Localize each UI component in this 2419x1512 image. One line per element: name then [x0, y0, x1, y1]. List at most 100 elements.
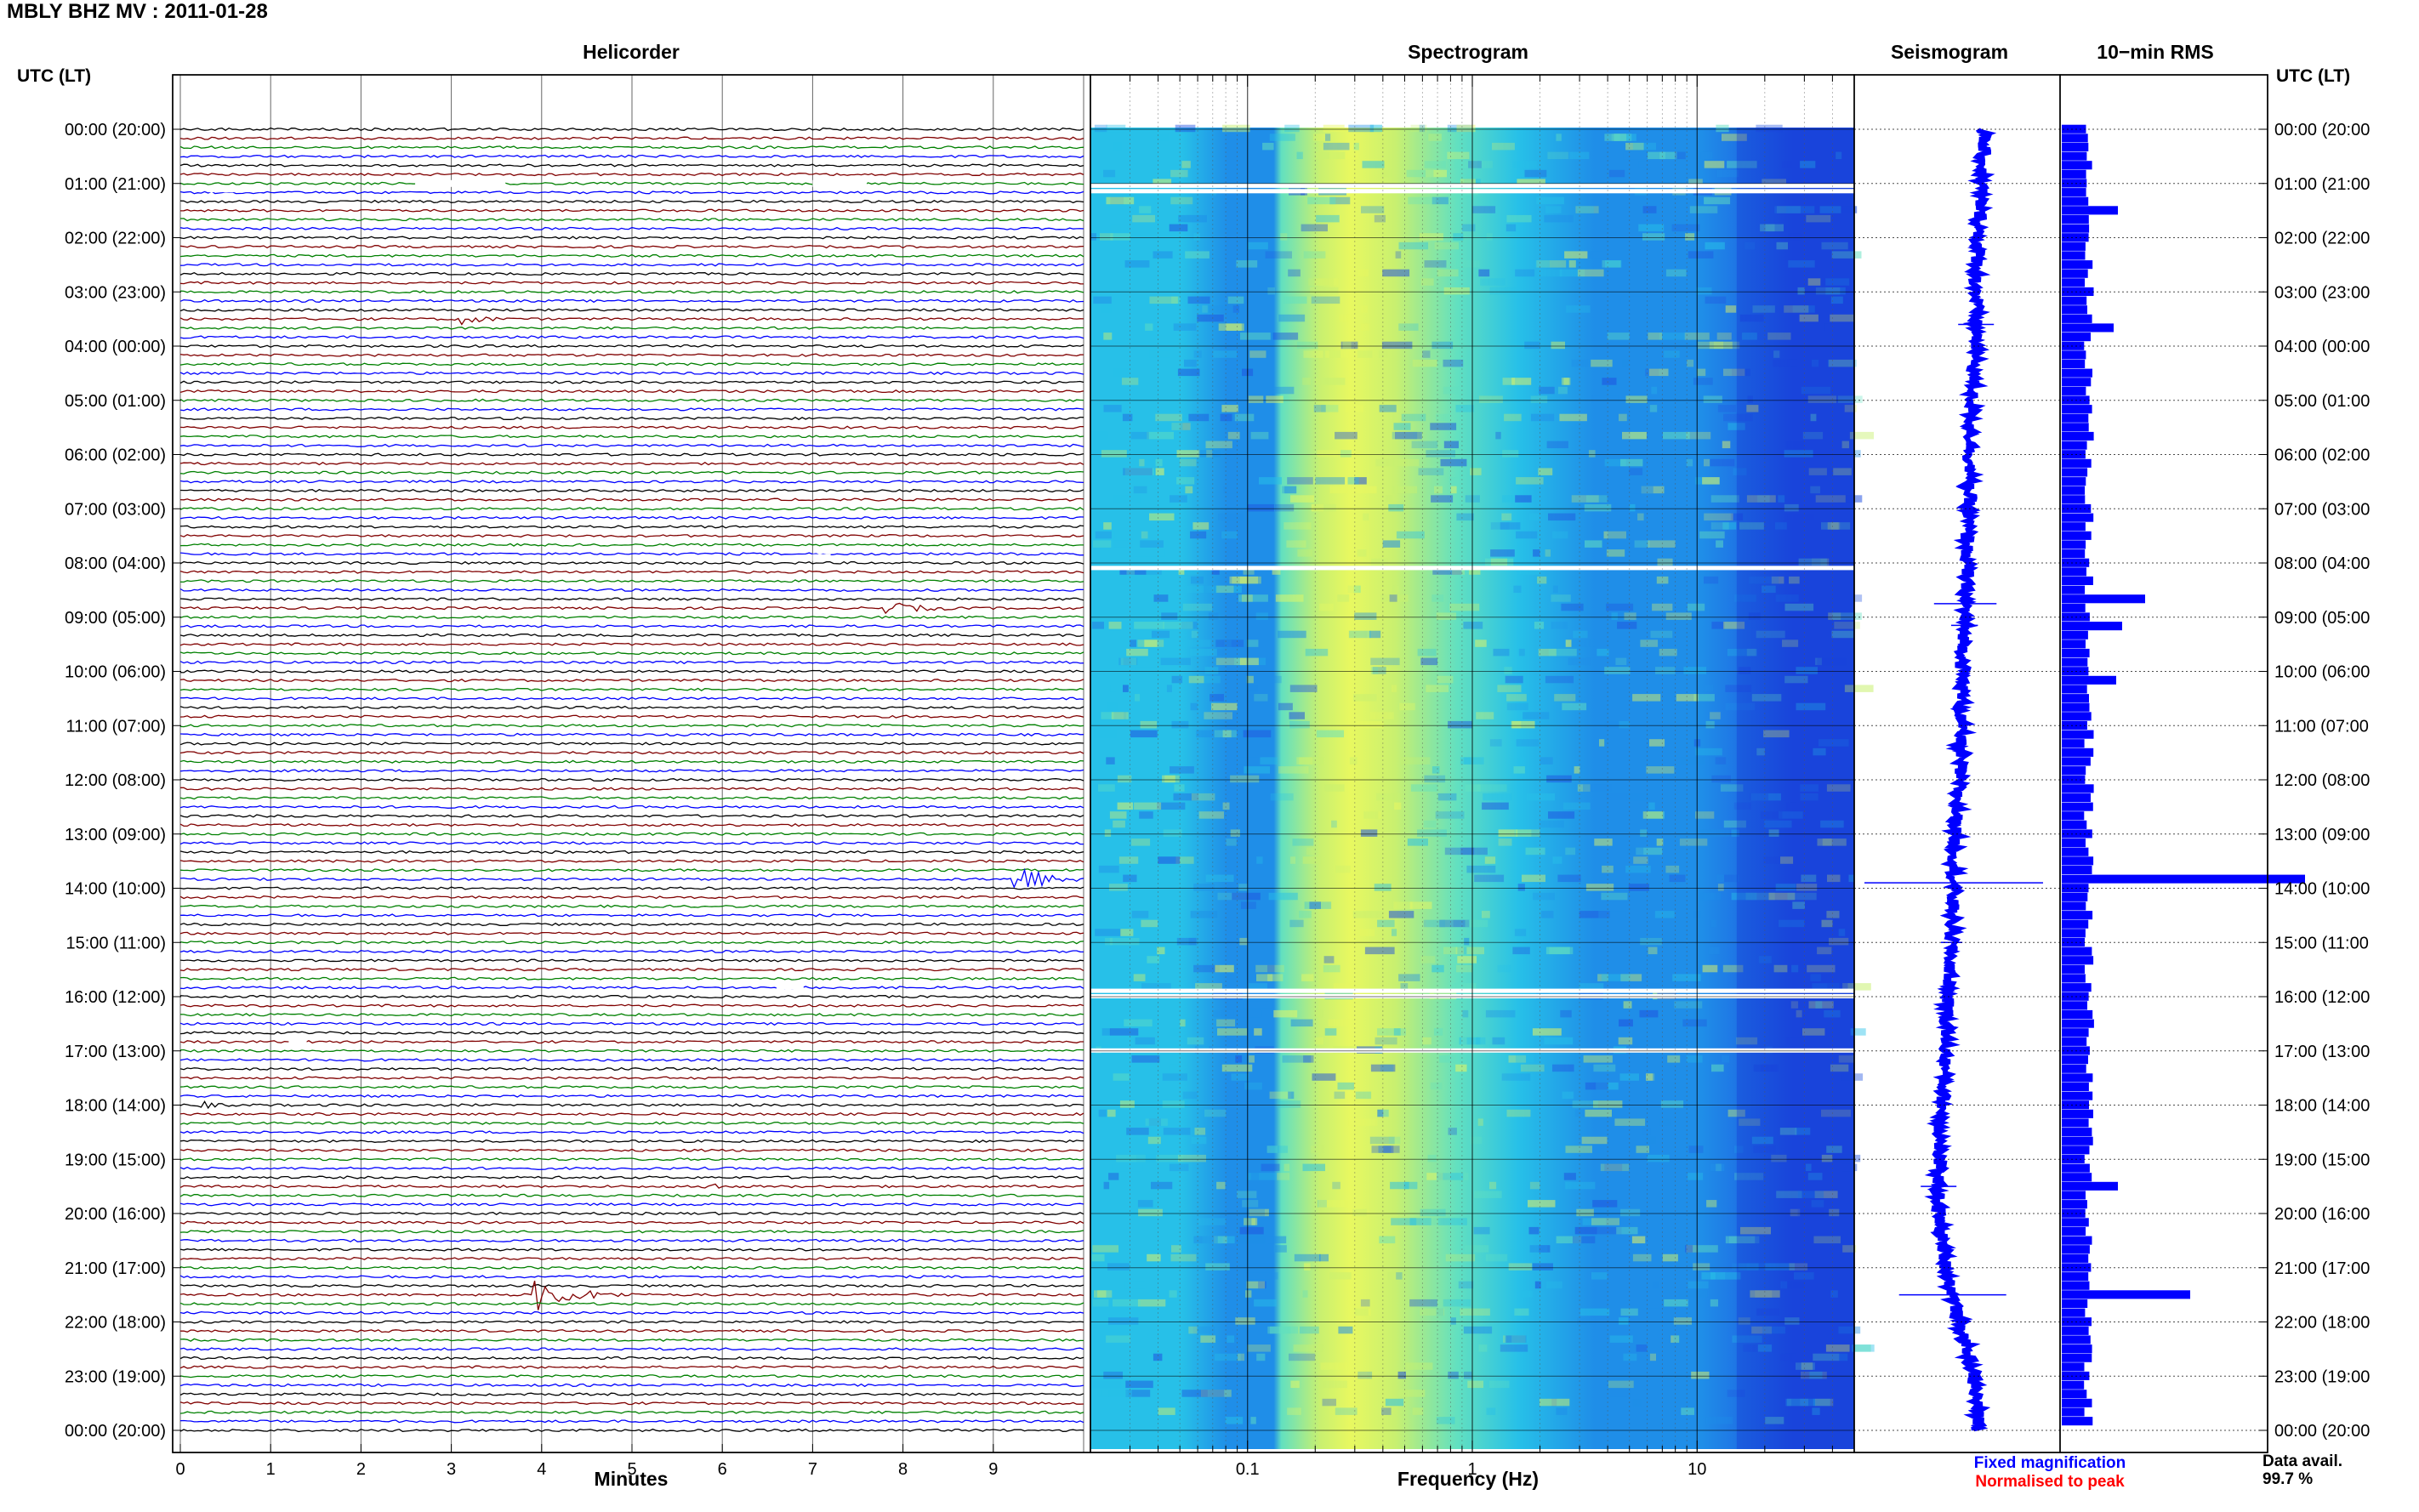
helicorder-trace [179, 226, 1084, 230]
rms-bar [2062, 911, 2093, 920]
helicorder-trace [179, 895, 1084, 900]
hour-label-right: 06:00 (02:00 [2274, 446, 2370, 465]
rms-bar [2062, 793, 2091, 802]
rms-bar [2062, 323, 2114, 333]
helicorder-trace [179, 994, 1084, 999]
helicorder-trace [179, 172, 1084, 177]
rms-bar [2062, 1037, 2087, 1046]
rms-bar [2062, 1145, 2090, 1155]
helicorder-trace [179, 822, 1084, 827]
hour-label-left: 18:00 (14:00) [65, 1097, 166, 1116]
rms-bar [2062, 1407, 2085, 1417]
rms-bar [2062, 549, 2086, 559]
helicorder-trace [179, 507, 1084, 511]
helicorder-trace [179, 533, 1084, 538]
helicorder-trace [179, 470, 1084, 475]
rms-bar [2062, 1082, 2089, 1091]
rms-bar [2062, 820, 2087, 829]
helicorder-trace [179, 949, 1084, 953]
helicorder-trace [179, 335, 1084, 339]
helicorder-trace [179, 804, 1084, 809]
helicorder-trace [179, 1130, 1084, 1134]
helicorder-trace [179, 633, 1084, 638]
helicorder-trace [179, 1094, 1084, 1099]
hour-label-right: 01:00 (21:00 [2274, 175, 2370, 194]
helicorder-trace [179, 714, 1084, 719]
rms-bar [2062, 884, 2089, 893]
rms-bar [2062, 531, 2092, 540]
rms-bar [2062, 983, 2092, 992]
rms-bars [2062, 124, 2305, 1426]
rms-bar [2062, 739, 2085, 748]
helicorder-trace [179, 750, 1084, 755]
helicorder-trace [179, 1383, 1084, 1388]
rms-bar [2062, 1226, 2086, 1236]
helicorder-trace [179, 461, 1084, 466]
rms-bar [2062, 161, 2092, 170]
seismogram-title: Seismogram [1890, 41, 2009, 63]
helicorder-trace [179, 1193, 1084, 1197]
rms-bar [2062, 929, 2086, 938]
hour-label-left: 15:00 (11:00) [66, 934, 167, 952]
hour-label-left: 07:00 (03:00) [65, 500, 166, 519]
rms-bar [2062, 142, 2089, 151]
utc-label-right: UTC (LT) [2276, 66, 2351, 86]
helicorder-trace [179, 1280, 1084, 1310]
helicorder-trace [179, 199, 1084, 204]
rms-bar [2062, 964, 2085, 974]
rms-bar [2062, 1299, 2088, 1308]
rms-bar [2062, 937, 2085, 946]
helicorder-trace [179, 298, 1084, 304]
rms-bar [2062, 1055, 2088, 1065]
rms-bar [2062, 260, 2093, 270]
rms-bar [2062, 242, 2086, 251]
helicorder-trace [179, 841, 1084, 845]
helicorder-trace [179, 759, 1084, 764]
rms-bar [2062, 378, 2092, 387]
hour-label-left: 22:00 (18:00) [65, 1314, 166, 1333]
helicorder-trace [179, 552, 1084, 556]
rms-bar [2062, 196, 2089, 206]
rms-bar [2062, 775, 2086, 784]
helicorder-trace [179, 389, 1084, 394]
hour-label-left: 10:00 (06:00) [65, 663, 166, 682]
rms-bar [2062, 458, 2092, 468]
hour-label-left: 08:00 (04:00) [65, 554, 166, 573]
helicorder-trace [179, 1356, 1084, 1361]
helicorder-trace [179, 407, 1084, 412]
hour-label-right: 19:00 (15:00 [2274, 1151, 2370, 1169]
spectrogram-title: Spectrogram [1408, 41, 1528, 63]
rms-bar [2062, 1173, 2092, 1182]
rms-bar [2062, 747, 2094, 757]
hour-label-left: 00:00 (20:00) [65, 121, 166, 139]
rms-bar [2062, 594, 2145, 604]
rms-bar [2062, 919, 2089, 929]
helicorder-traces [173, 75, 1090, 1452]
helicorder-trace [179, 380, 1084, 384]
rms-bar [2062, 667, 2089, 676]
helicorder-trace [179, 1283, 1084, 1288]
helicorder-trace [179, 602, 1084, 615]
helicorder-trace [179, 1347, 1084, 1351]
rms-bar [2062, 134, 2088, 143]
helicorder-trace [179, 1013, 1084, 1017]
rms-bar [2062, 1362, 2085, 1372]
rms-bar [2062, 1398, 2092, 1407]
helicorder-trace [179, 597, 1084, 601]
hour-label-left: 04:00 (00:00) [65, 338, 166, 356]
helicorder-gap [415, 179, 506, 187]
data-avail-value: 99.7 % [2262, 1470, 2314, 1488]
hour-label-right: 20:00 (16:00 [2274, 1205, 2370, 1224]
helicorder-trace [179, 1003, 1084, 1008]
rms-bar [2062, 1128, 2092, 1137]
rms-bar [2062, 865, 2092, 874]
rms-bar [2062, 1335, 2091, 1344]
hour-label-right: 11:00 (07:00 [2274, 717, 2369, 736]
helicorder-trace [179, 588, 1084, 592]
helicorder-trace [179, 814, 1084, 818]
helicorder-trace [179, 1328, 1084, 1333]
helicorder-trace [179, 1166, 1084, 1170]
helicorder-trace [179, 281, 1084, 285]
helicorder-trace [179, 1058, 1084, 1062]
helicorder-trace [179, 416, 1084, 421]
